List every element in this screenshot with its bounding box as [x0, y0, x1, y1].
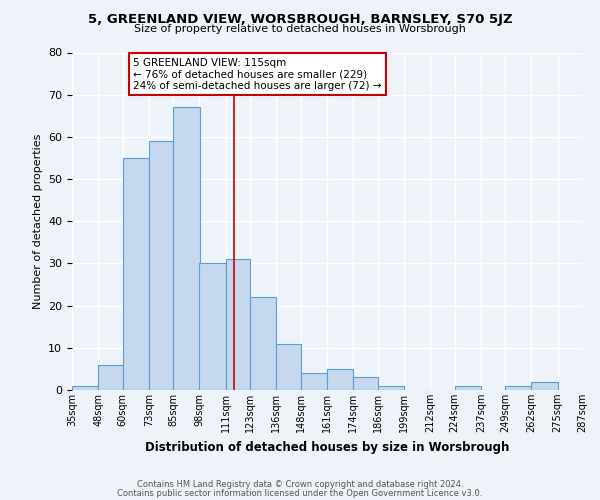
Bar: [505, 386, 532, 390]
Bar: [301, 373, 327, 390]
Bar: [353, 378, 377, 390]
Bar: [199, 264, 226, 390]
Text: 5, GREENLAND VIEW, WORSBROUGH, BARNSLEY, S70 5JZ: 5, GREENLAND VIEW, WORSBROUGH, BARNSLEY,…: [88, 12, 512, 26]
Bar: [327, 369, 353, 390]
Text: Contains HM Land Registry data © Crown copyright and database right 2024.: Contains HM Land Registry data © Crown c…: [137, 480, 463, 489]
Bar: [277, 344, 301, 390]
Bar: [226, 259, 250, 390]
Bar: [72, 386, 98, 390]
Bar: [377, 386, 404, 390]
Bar: [149, 141, 173, 390]
Text: Contains public sector information licensed under the Open Government Licence v3: Contains public sector information licen…: [118, 488, 482, 498]
Bar: [122, 158, 149, 390]
X-axis label: Distribution of detached houses by size in Worsbrough: Distribution of detached houses by size …: [145, 440, 509, 454]
Text: Size of property relative to detached houses in Worsbrough: Size of property relative to detached ho…: [134, 24, 466, 34]
Bar: [98, 364, 122, 390]
Bar: [173, 108, 199, 390]
Bar: [250, 297, 277, 390]
Y-axis label: Number of detached properties: Number of detached properties: [32, 134, 43, 309]
Bar: [455, 386, 481, 390]
Text: 5 GREENLAND VIEW: 115sqm
← 76% of detached houses are smaller (229)
24% of semi-: 5 GREENLAND VIEW: 115sqm ← 76% of detach…: [133, 58, 382, 91]
Bar: [532, 382, 558, 390]
